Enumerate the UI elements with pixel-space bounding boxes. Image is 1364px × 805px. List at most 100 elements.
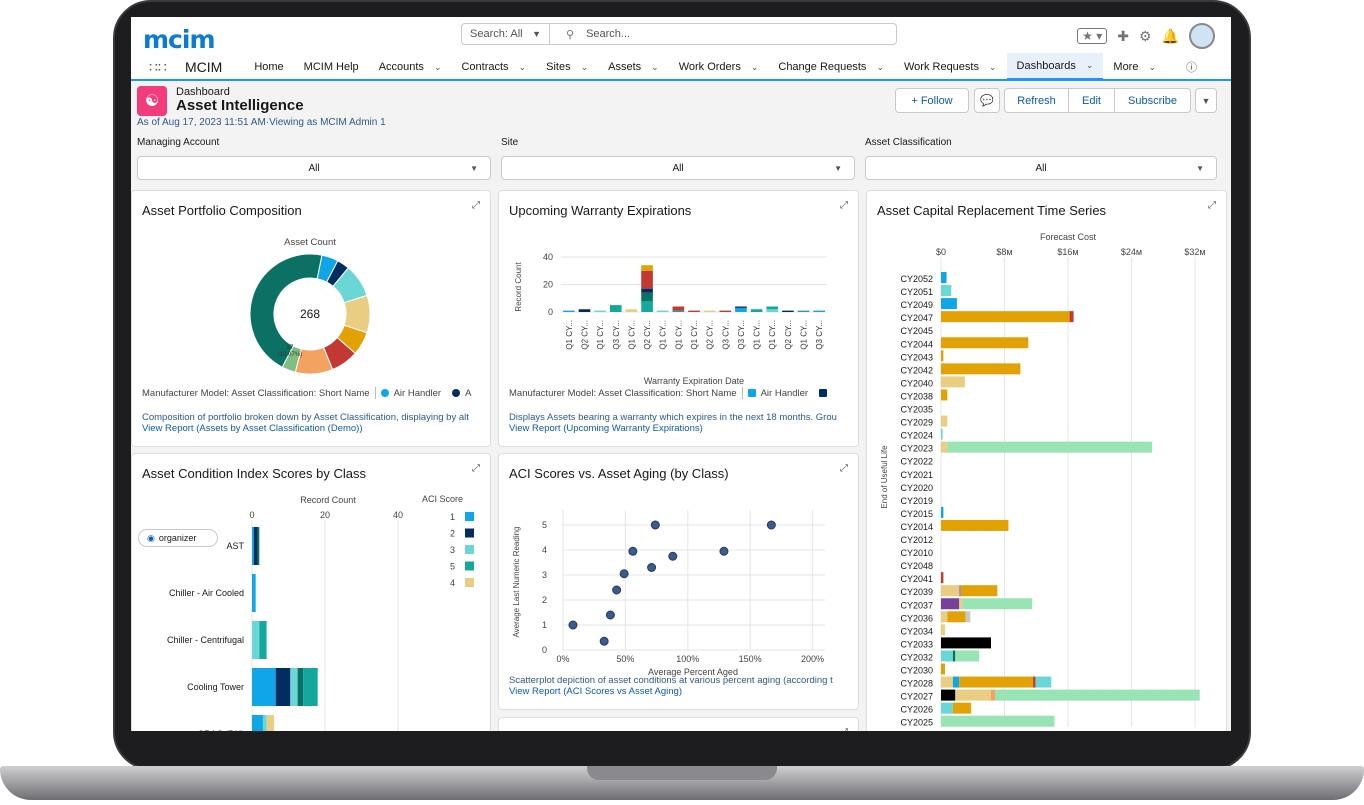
bar-segment (959, 585, 961, 597)
y-tick-label: CY2019 (900, 496, 933, 506)
legend-item[interactable]: Air Handler (760, 387, 809, 399)
nav-item[interactable]: Work Orders ⌄ (669, 53, 769, 81)
user-avatar[interactable] (1189, 23, 1215, 49)
nav-item[interactable]: Work Requests ⌄ (894, 53, 1007, 81)
donut-slices (249, 253, 371, 375)
nav-item[interactable]: Dashboards ⌄ (1006, 53, 1104, 81)
y-tick-label: CY2029 (900, 418, 933, 428)
condition-bar-chart: Record Count 0 20 40 ACI Score 1 2 3 5 4 AST Chille… (167, 494, 474, 731)
chevron-down-icon[interactable]: ⌄ (750, 61, 759, 72)
y-tick-label: 5 (542, 520, 547, 530)
x-tick-label: $24м (1121, 247, 1142, 257)
expand-icon[interactable]: ⤢ (840, 727, 848, 731)
bar-segment (947, 441, 1153, 453)
bar-segment (719, 310, 732, 312)
chevron-down-icon[interactable]: ⌄ (518, 61, 527, 72)
app-launcher-icon[interactable]: ∷∷ (149, 59, 167, 75)
notifications-bell-icon[interactable]: 🔔 (1161, 27, 1179, 44)
bar-segment (941, 519, 1009, 531)
add-icon[interactable]: ✚ (1117, 27, 1129, 44)
x-tick-label: 20 (320, 510, 330, 520)
favorites-star-icon[interactable]: ★ ▾ (1077, 28, 1108, 44)
bar-segment (609, 305, 622, 312)
chevron-down-icon[interactable]: ⌄ (876, 61, 884, 72)
bar-segment (290, 668, 298, 706)
info-icon[interactable]: ⓘ (1186, 62, 1198, 74)
bar-segment (672, 310, 685, 312)
nav-item-label: Work Requests (903, 61, 979, 73)
managing-account-select[interactable]: All ▼ (137, 156, 491, 180)
x-tick-label: $0 (936, 247, 946, 257)
x-tick-label: Q2 CY... (643, 320, 652, 350)
nav-item[interactable]: MCIM Help (294, 53, 369, 81)
expand-icon[interactable]: ⤢ (840, 463, 848, 474)
view-report-link[interactable]: View Report (Upcoming Warranty Expiratio… (509, 423, 703, 434)
y-tick-label: CY2026 (900, 705, 933, 715)
y-tick-label: Chiller - Centrifugal (167, 635, 244, 645)
header-utility-icons: ★ ▾ ✚ ⚙ 🔔 (1077, 23, 1215, 49)
edit-button[interactable]: Edit (1068, 88, 1115, 113)
subscribe-button[interactable]: Subscribe (1114, 88, 1191, 113)
x-tick-label: Q1 CY... (753, 320, 762, 350)
nav-item[interactable]: More ⌄ (1103, 53, 1166, 81)
bar-segment (275, 668, 291, 706)
y-tick-label: CY2027 (900, 692, 933, 702)
bar-segment (959, 676, 1034, 688)
nav-item[interactable]: Sites ⌄ (536, 53, 598, 81)
expand-icon[interactable]: ⤢ (1208, 200, 1216, 211)
site-select[interactable]: All ▼ (501, 156, 855, 180)
legend-label: 1 (450, 512, 455, 522)
dashboard-gauge-icon: ☯ (137, 86, 167, 116)
search-scope-select[interactable]: Search: All ▼ (462, 24, 550, 44)
chart-legend: Manufacturer Model: Asset Classification… (509, 387, 828, 399)
asset-classification-select[interactable]: All ▼ (865, 156, 1217, 180)
nav-item[interactable]: Assets ⌄ (598, 53, 669, 81)
follow-button[interactable]: + Follow (895, 88, 969, 113)
organizer-badge[interactable]: ◉ organizer (138, 529, 218, 547)
scatter-point (719, 546, 729, 556)
nav-item[interactable]: Home (244, 53, 293, 81)
card-title: ACI Scores vs. Asset Aging (by Class) (509, 466, 729, 481)
x-axis-label: Average Percent Aged (648, 667, 738, 677)
nav-item[interactable]: Contracts ⌄ (451, 53, 536, 81)
nav-item[interactable]: Accounts ⌄ (369, 53, 452, 81)
chevron-down-icon[interactable]: ⌄ (1085, 60, 1094, 70)
y-tick-label: CY2010 (900, 548, 933, 558)
expand-icon[interactable]: ⤢ (472, 200, 480, 211)
asset-portfolio-card: Asset Portfolio Composition ⤢ Asset Coun… (131, 190, 491, 447)
bar-segment (941, 689, 956, 701)
legend-swatch (465, 545, 474, 554)
y-tick-label: CY2022 (900, 457, 933, 467)
legend-item[interactable]: Air Handler (393, 387, 442, 399)
bar-segment (941, 389, 948, 401)
bar-segment (257, 527, 260, 565)
chevron-down-icon[interactable]: ⌄ (651, 61, 659, 72)
expand-icon[interactable]: ⤢ (472, 463, 480, 474)
bar-segment (941, 285, 952, 297)
bar-segment (952, 702, 972, 714)
search-input[interactable]: Search... (586, 28, 631, 40)
view-report-link[interactable]: View Report (ACI Scores vs Asset Aging) (509, 686, 683, 697)
nav-item[interactable]: Change Requests ⌄ (768, 53, 894, 81)
chevron-down-icon[interactable]: ⌄ (433, 61, 442, 72)
y-tick-label: CY2032 (900, 652, 933, 662)
refresh-button[interactable]: Refresh (1004, 88, 1069, 113)
y-axis-label: Average Last Numeric Reading (512, 526, 521, 637)
chevron-down-icon[interactable]: ⌄ (988, 61, 997, 72)
x-tick-label: Q1 CY... (565, 320, 574, 350)
dashboard-title: Asset Intelligence (176, 97, 304, 114)
x-axis-label: Warranty Expiration Date (644, 376, 744, 386)
y-tick-label: CY2025 (900, 718, 933, 727)
feed-toggle-button[interactable]: 💬 (974, 88, 1000, 113)
bar-segment (941, 428, 943, 440)
chevron-down-icon[interactable]: ⌄ (1148, 61, 1157, 72)
legend-item[interactable]: A (465, 387, 472, 399)
global-search[interactable]: Search: All ▼ ⚲ Search... (461, 23, 897, 45)
chevron-down-icon[interactable]: ⌄ (580, 61, 589, 72)
bar-segment (735, 306, 747, 308)
setup-gear-icon[interactable]: ⚙ (1139, 27, 1152, 44)
expand-icon[interactable]: ⤢ (840, 200, 848, 211)
view-report-link[interactable]: View Report (Assets by Asset Classificat… (142, 423, 363, 434)
legend-label: 4 (450, 578, 455, 588)
more-actions-button[interactable]: ▼ (1195, 88, 1217, 113)
